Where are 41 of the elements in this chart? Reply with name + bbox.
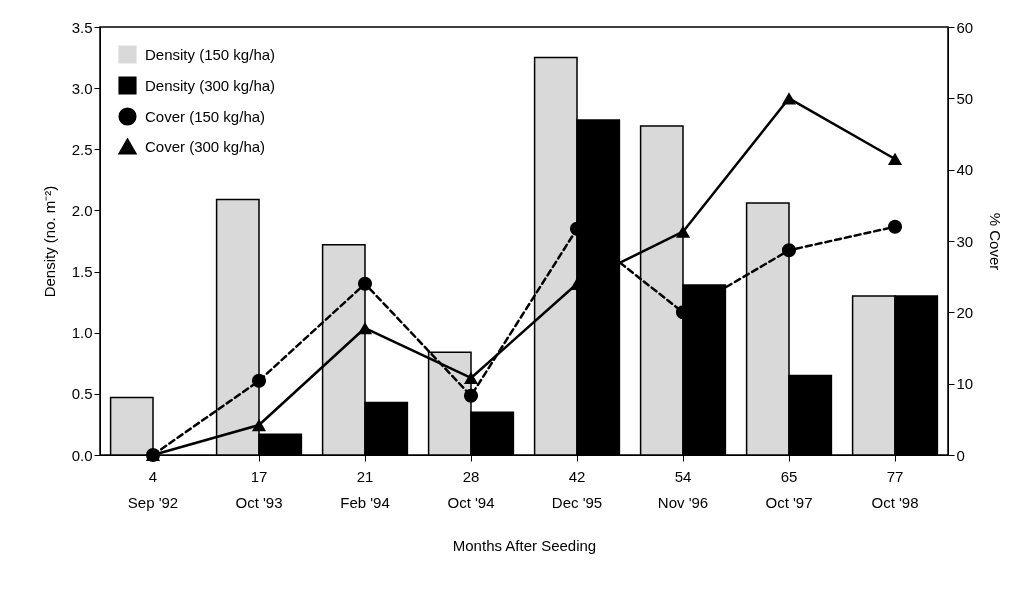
point	[887, 219, 903, 234]
y2-tick-label: 30	[956, 232, 974, 250]
point	[675, 225, 691, 238]
point	[781, 243, 797, 258]
x-axis-title: Months After Seeding	[452, 536, 597, 554]
y2-tick-label: 50	[956, 89, 974, 107]
point	[251, 373, 267, 388]
x-tick-label: 77 Oct '98	[871, 467, 919, 511]
y-tick-label: 3.0	[71, 79, 93, 97]
y-tick-label: 0.0	[71, 446, 93, 464]
point	[781, 92, 797, 105]
point	[887, 152, 903, 166]
x-tick-label: 28 Oct '94	[447, 467, 495, 511]
x-tick-label: 42 Dec '95	[551, 467, 603, 511]
point	[251, 418, 267, 432]
legend-label: Density (150 kg/ha)	[145, 45, 276, 63]
y2-tick-label: 0	[956, 446, 965, 464]
point	[463, 388, 479, 403]
point	[463, 371, 479, 385]
legend-label: Cover (150 kg/ha)	[145, 107, 266, 125]
y-tick-label: 1.0	[71, 324, 93, 342]
y-tick-label: 3.5	[71, 18, 93, 36]
y-tick-label: 1.5	[71, 263, 93, 281]
y-axis-title: Density (no. m⁻²)	[40, 185, 58, 298]
y-tick-label: 2.5	[71, 140, 93, 158]
y2-tick-label: 40	[956, 161, 974, 179]
y-tick-label: 0.5	[71, 385, 93, 403]
x-tick-label: 21 Feb '94	[340, 467, 390, 511]
x-tick-label: 54 Nov '96	[657, 467, 709, 511]
y2-tick-label: 60	[956, 18, 974, 36]
y2-tick-label: 10	[956, 375, 974, 393]
point	[357, 276, 373, 291]
y2-tick-label: 20	[956, 303, 974, 321]
y2-axis-title: % Cover	[987, 212, 1005, 271]
legend-label: Cover (300 kg/ha)	[145, 137, 266, 155]
x-tick-label: 4 Sep '92	[127, 467, 179, 511]
x-tick-label: 65 Oct '97	[765, 467, 813, 511]
point	[357, 321, 373, 335]
legend-label: Density (300 kg/ha)	[145, 76, 276, 94]
x-tick-label: 17 Oct '93	[235, 467, 283, 511]
y-tick-label: 2.0	[71, 201, 93, 219]
